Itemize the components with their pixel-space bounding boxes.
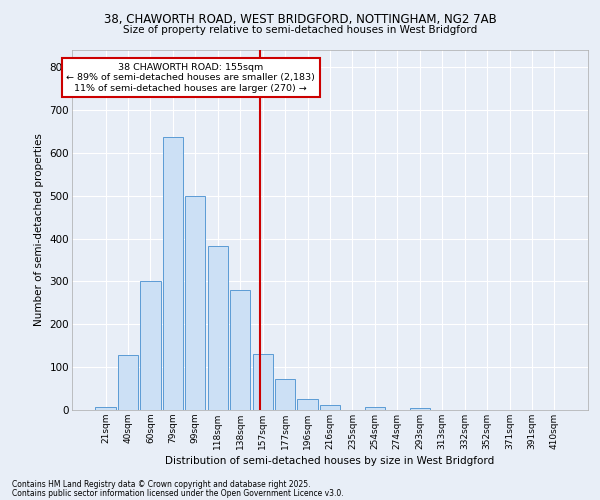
Text: Size of property relative to semi-detached houses in West Bridgford: Size of property relative to semi-detach… bbox=[123, 25, 477, 35]
Text: 38, CHAWORTH ROAD, WEST BRIDGFORD, NOTTINGHAM, NG2 7AB: 38, CHAWORTH ROAD, WEST BRIDGFORD, NOTTI… bbox=[104, 12, 496, 26]
Text: Contains HM Land Registry data © Crown copyright and database right 2025.: Contains HM Land Registry data © Crown c… bbox=[12, 480, 311, 489]
Bar bbox=[185, 196, 205, 410]
Bar bbox=[140, 280, 161, 410]
Bar bbox=[365, 406, 385, 410]
Y-axis label: Number of semi-detached properties: Number of semi-detached properties bbox=[34, 134, 44, 326]
Bar bbox=[95, 406, 116, 410]
Text: 38 CHAWORTH ROAD: 155sqm
← 89% of semi-detached houses are smaller (2,183)
11% o: 38 CHAWORTH ROAD: 155sqm ← 89% of semi-d… bbox=[67, 63, 315, 92]
Bar bbox=[410, 408, 430, 410]
Text: Contains public sector information licensed under the Open Government Licence v3: Contains public sector information licen… bbox=[12, 488, 344, 498]
Bar bbox=[208, 246, 228, 410]
Bar bbox=[163, 137, 183, 410]
Bar bbox=[320, 405, 340, 410]
Bar bbox=[298, 400, 317, 410]
Bar bbox=[275, 379, 295, 410]
Bar bbox=[253, 354, 273, 410]
Bar bbox=[118, 355, 138, 410]
X-axis label: Distribution of semi-detached houses by size in West Bridgford: Distribution of semi-detached houses by … bbox=[166, 456, 494, 466]
Bar bbox=[230, 290, 250, 410]
